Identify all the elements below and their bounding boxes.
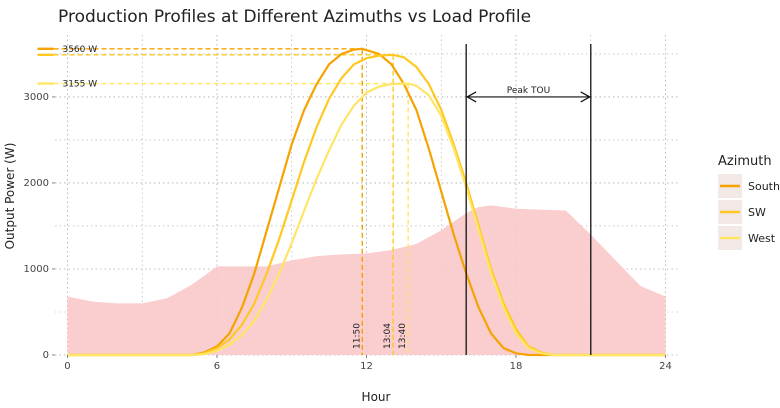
peak-tou-label: Peak TOU [507,86,550,96]
reference-lines: 3560 W 3155 W 11:50 13:04 13:40 [37,45,409,355]
series-line-south [67,47,666,357]
y-tick-label: 1000 [24,264,49,275]
peak-value-label: 3155 W [62,80,97,90]
peak-tou-arrow-left [465,91,477,103]
axes: 0 6 12 18 24 0 1000 2000 3000 [24,92,672,372]
x-tick-label: 0 [64,361,70,372]
series-lines [67,47,666,357]
peak-time-label: 13:04 [383,323,393,349]
x-tick-label: 12 [360,361,373,372]
legend-label-west: West [748,232,776,245]
y-tick-label: 3000 [24,92,49,103]
legend-title: Azimuth [718,154,772,169]
chart-title: Production Profiles at Different Azimuth… [58,7,531,27]
legend-label-sw: SW [748,206,766,219]
x-tick-label: 6 [214,361,220,372]
peak-time-label: 13:40 [398,323,408,349]
x-tick-label: 24 [659,361,672,372]
legend-label-south: South [748,180,780,193]
peak-tou-annotation: Peak TOU [465,44,592,355]
y-tick-label: 0 [43,350,49,361]
y-tick-label: 2000 [24,178,49,189]
peak-value-label: 3560 W [62,45,97,55]
y-axis-title: Output Power (W) [3,143,17,250]
series-line-west [67,82,666,357]
x-axis-title: Hour [362,390,391,404]
x-tick-label: 18 [510,361,523,372]
peak-tou-arrow-right [580,91,592,103]
series-line-sw [67,53,666,357]
load-profile-area [67,205,666,355]
legend: Azimuth South SW West [718,154,780,250]
peak-time-label: 11:50 [352,323,362,349]
